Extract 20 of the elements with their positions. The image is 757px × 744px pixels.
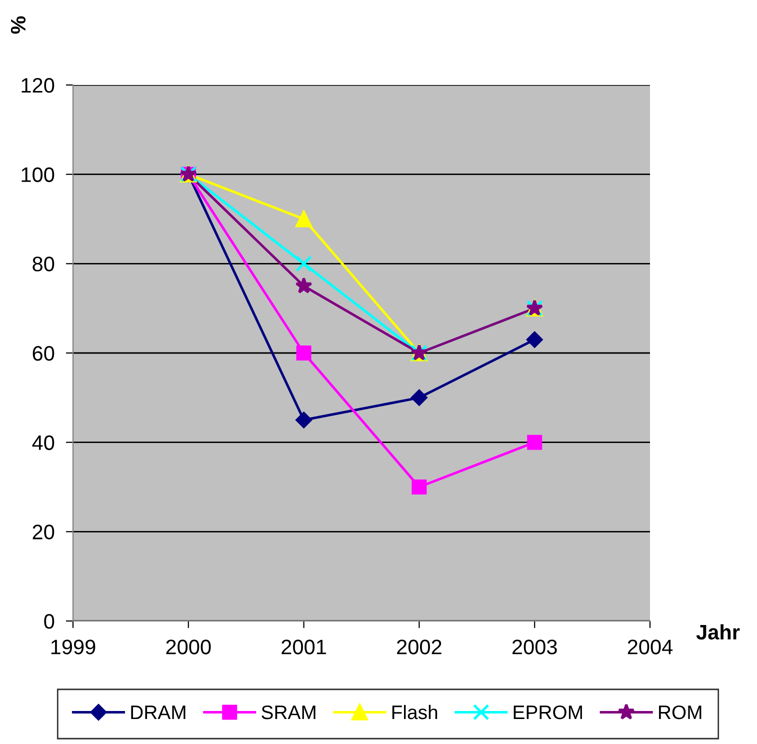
x-tick-label: 2004 bbox=[628, 640, 673, 654]
x-tick-label: 2001 bbox=[282, 640, 326, 654]
y-axis-title: % bbox=[10, 16, 26, 34]
y-tick-label: 80 bbox=[32, 256, 54, 272]
y-tick-label: 100 bbox=[22, 167, 54, 182]
x-tick-label: 2003 bbox=[512, 640, 557, 654]
y-tick-label: 20 bbox=[32, 524, 54, 540]
legend-label: EPROM bbox=[514, 705, 582, 720]
x-tick-label: 2002 bbox=[397, 640, 442, 654]
x-tick-label: 2000 bbox=[166, 640, 211, 654]
legend-label: Flash bbox=[392, 704, 438, 720]
legend-label: SRAM bbox=[262, 705, 316, 720]
legend-label: DRAM bbox=[131, 706, 186, 720]
x-tick-label: 1999 bbox=[51, 640, 96, 654]
x-axis-title: Jahr bbox=[696, 624, 740, 640]
legend-label: ROM bbox=[659, 705, 702, 720]
y-tick-label: 120 bbox=[22, 78, 54, 93]
y-tick-label: 60 bbox=[32, 346, 54, 361]
y-tick-label: 40 bbox=[32, 435, 54, 450]
y-tick-label: 0 bbox=[44, 614, 54, 629]
